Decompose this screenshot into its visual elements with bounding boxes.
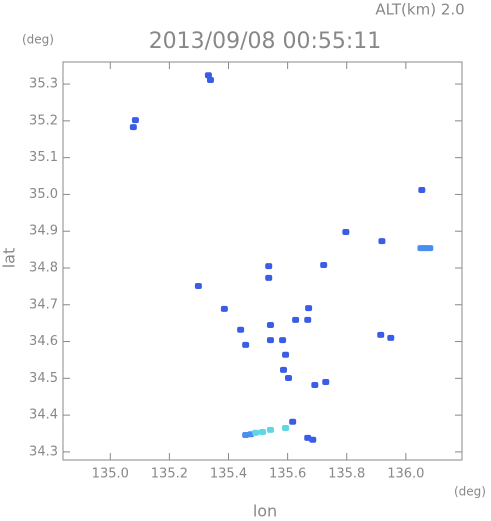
radar-echo [242, 341, 250, 348]
radar-echo [194, 283, 202, 290]
radar-echo [311, 381, 319, 388]
radar-echo [285, 374, 293, 381]
radar-echo [252, 429, 260, 436]
radar-echo [426, 245, 434, 252]
radar-echo [320, 262, 328, 269]
y-tick-label: 35.0 [29, 187, 58, 202]
y-tick-label: 35.3 [29, 77, 58, 92]
radar-echo [289, 418, 297, 425]
x-tick-label: 135.4 [210, 467, 247, 482]
radar-echo [282, 424, 290, 431]
x-tick-label: 136.0 [387, 467, 424, 482]
y-tick-label: 34.6 [29, 334, 58, 349]
radar-echo [266, 337, 274, 344]
y-unit: (deg) [22, 33, 54, 47]
radar-echo [305, 305, 313, 312]
radar-echo [265, 263, 273, 270]
radar-echo [129, 124, 137, 131]
y-tick-label: 34.3 [29, 444, 58, 459]
radar-echo [206, 77, 214, 84]
radar-echo [418, 187, 426, 194]
y-tick-label: 34.7 [29, 297, 58, 312]
x-tick-label: 135.8 [328, 467, 365, 482]
radar-echo [259, 429, 266, 436]
radar-echo [265, 274, 273, 281]
radar-echo [220, 305, 228, 312]
radar-echo [237, 326, 245, 333]
x-tick-label: 135.2 [151, 467, 188, 482]
radar-echo [292, 316, 300, 323]
radar-echo [322, 379, 330, 386]
radar-echo [204, 72, 212, 79]
y-tick-label: 34.9 [29, 224, 58, 239]
radar-echo [387, 334, 395, 341]
y-axis-label: lat [0, 248, 19, 269]
x-tick-label: 135.6 [269, 467, 306, 482]
radar-echo [279, 337, 287, 344]
radar-echo [279, 366, 287, 373]
y-tick-label: 34.4 [29, 408, 58, 423]
x-axis-label: lon [253, 502, 277, 521]
radar-echo [378, 238, 386, 245]
y-tick-label: 35.2 [29, 113, 58, 128]
radar-echo [342, 228, 350, 235]
y-tick-label: 34.5 [29, 371, 58, 386]
plot-frame [62, 61, 463, 461]
chart-title: 2013/09/08 00:55:11 [149, 29, 382, 54]
y-tick-label: 35.1 [29, 150, 58, 165]
radar-echo [309, 436, 317, 443]
altitude-annotation: ALT(km) 2.0 [375, 1, 464, 19]
radar-echo [282, 351, 290, 358]
radar-echo [266, 426, 274, 433]
radar-echo [377, 331, 385, 338]
x-tick-label: 135.0 [92, 467, 129, 482]
x-unit: (deg) [454, 485, 486, 499]
radar-echo [131, 117, 139, 124]
radar-echo [304, 316, 312, 323]
y-tick-label: 34.8 [29, 260, 58, 275]
radar-echo [266, 322, 274, 329]
